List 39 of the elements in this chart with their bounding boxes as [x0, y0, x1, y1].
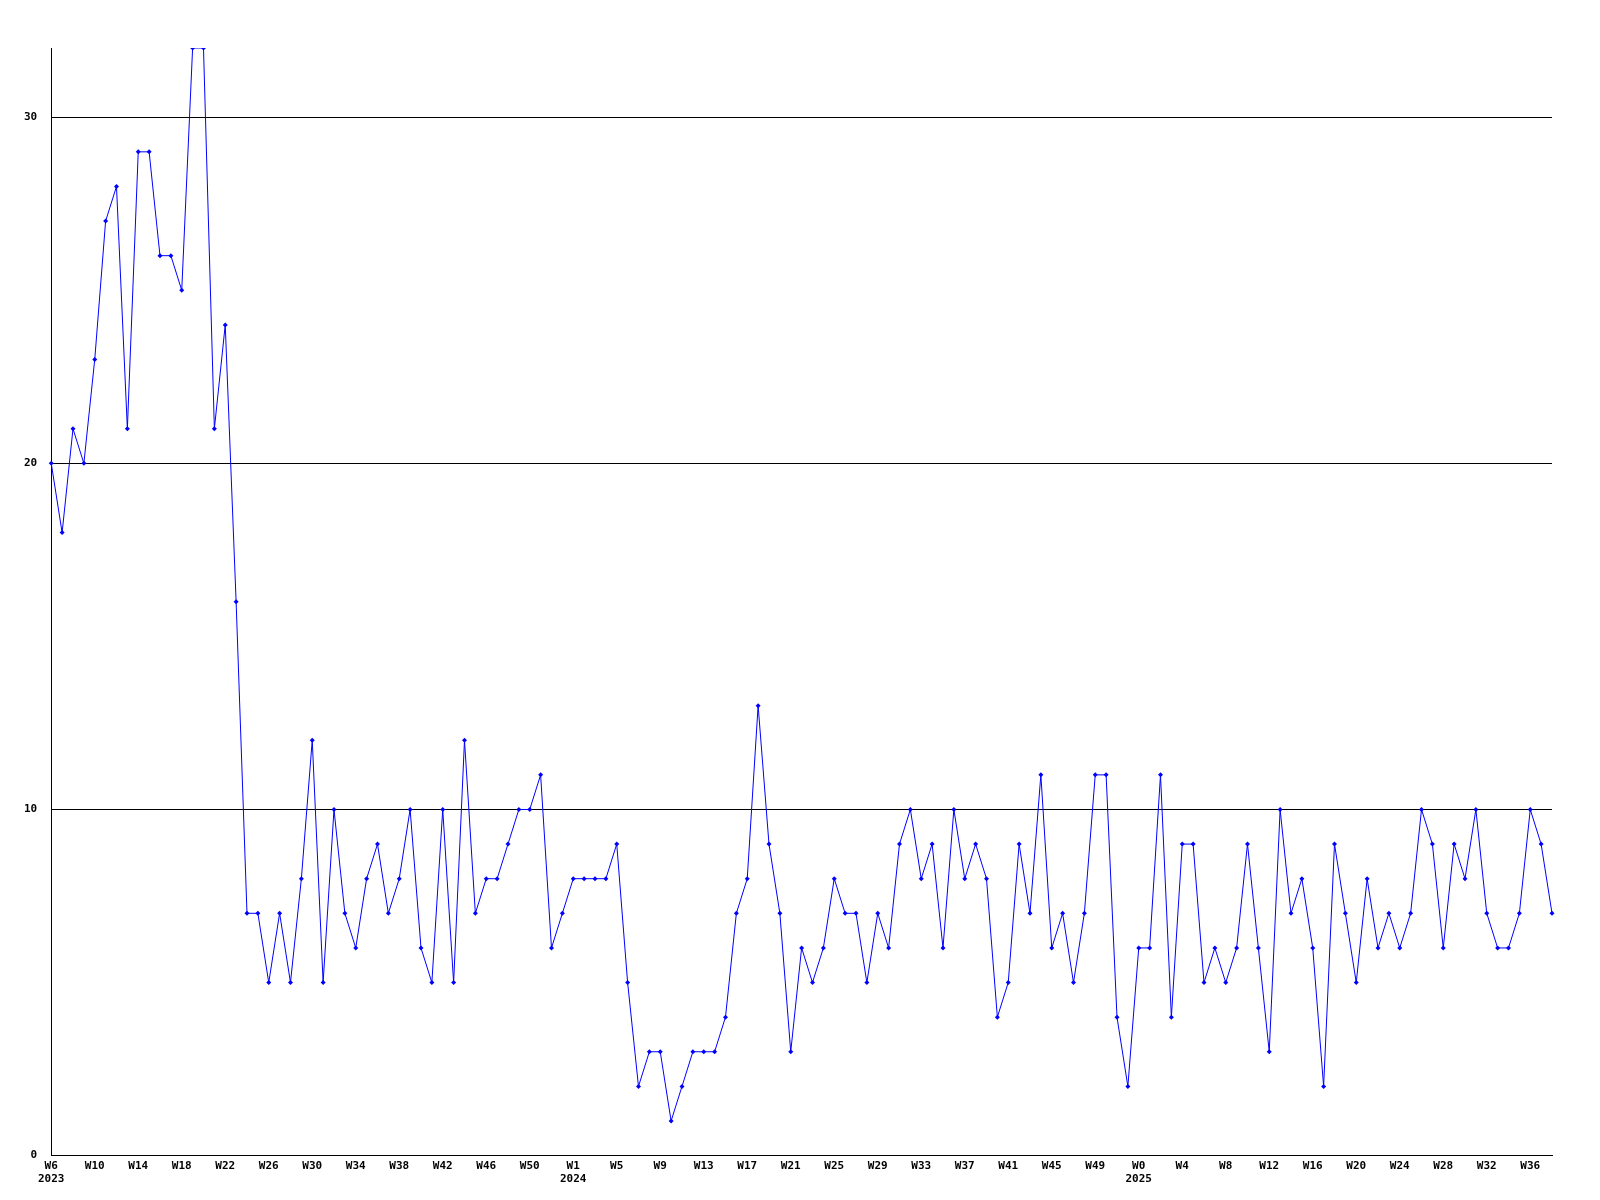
x-tick-label: W16 — [1302, 1159, 1324, 1173]
x-tick-label: W21 — [780, 1159, 802, 1173]
x-tick-label: W50 — [519, 1159, 540, 1173]
x-tick-label: W1 2024 — [560, 1159, 587, 1186]
x-tick-label: W22 — [215, 1159, 236, 1173]
x-tick-label: W25 — [824, 1159, 845, 1173]
x-tick-label: W14 — [128, 1159, 149, 1173]
x-tick-label: W13 — [693, 1159, 714, 1173]
x-tick-label: W29 — [867, 1159, 888, 1173]
x-tick-label: W20 — [1346, 1159, 1367, 1173]
x-tick-label: W32 — [1476, 1159, 1497, 1173]
x-tick-label: W8 — [1219, 1159, 1233, 1173]
x-tick-label: W34 — [345, 1159, 367, 1173]
y-tick-label: 30 — [24, 110, 38, 124]
x-tick-label: W28 — [1433, 1159, 1454, 1173]
x-tick-label: W9 — [653, 1159, 667, 1173]
x-tick-label: W10 — [84, 1159, 105, 1173]
x-tick-label: W33 — [911, 1159, 932, 1173]
x-tick-label: W0 2025 — [1125, 1159, 1152, 1186]
x-tick-label: W26 — [258, 1159, 280, 1173]
x-tick-label: W38 — [389, 1159, 410, 1173]
x-tick-label: W41 — [998, 1159, 1019, 1173]
x-tick-label: W18 — [171, 1159, 192, 1173]
y-tick-label: 20 — [24, 456, 38, 470]
x-tick-label: W5 — [610, 1159, 624, 1173]
x-tick-label: W4 — [1175, 1159, 1190, 1173]
y-tick-label: 10 — [24, 802, 38, 816]
x-tick-label: W6 2023 — [38, 1159, 65, 1186]
x-tick-label: W42 — [432, 1159, 453, 1173]
x-tick-label: W49 — [1085, 1159, 1106, 1173]
y-tick-label: 0 — [30, 1148, 38, 1162]
x-tick-label: W37 — [954, 1159, 975, 1173]
x-tick-label: W46 — [476, 1159, 497, 1173]
x-tick-label: W17 — [737, 1159, 758, 1173]
x-tick-label: W45 — [1041, 1159, 1062, 1173]
x-tick-label: W12 — [1259, 1159, 1280, 1173]
x-tick-label: W30 — [302, 1159, 323, 1173]
x-tick-label: W36 — [1520, 1159, 1541, 1173]
x-tick-label: W24 — [1389, 1159, 1411, 1173]
